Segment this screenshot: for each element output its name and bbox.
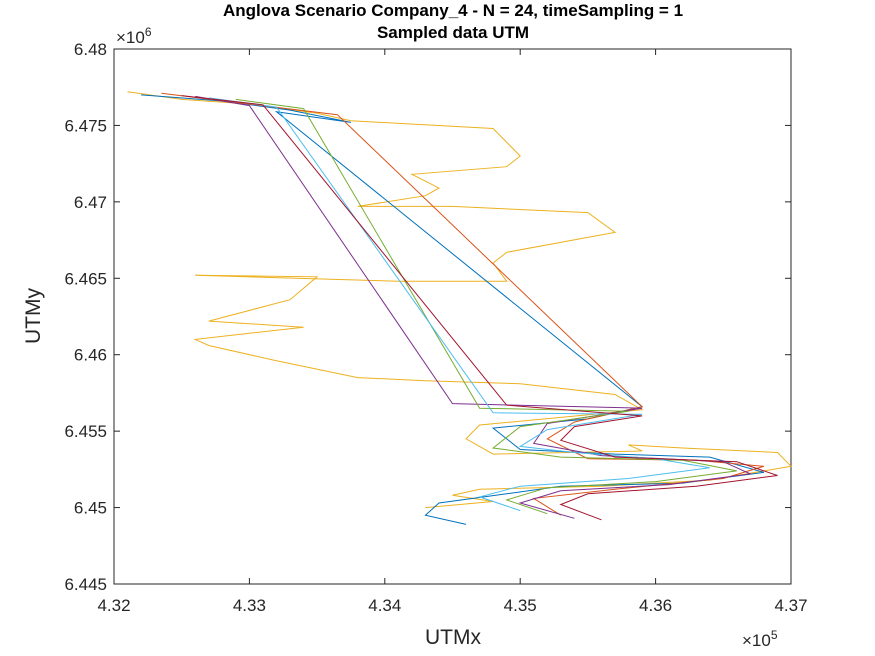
series-line-5 (208, 97, 710, 512)
y-tick-label: 6.465 (64, 269, 107, 288)
chart-subtitle: Sampled data UTM (377, 23, 529, 42)
chart-title: Anglova Scenario Company_4 - N = 24, tim… (223, 1, 683, 20)
x-ticks: 4.32 4.33 4.34 4.35 4.36 4.37 (97, 49, 808, 615)
plot-frame (113, 48, 792, 585)
y-multiplier: ×106 (116, 25, 152, 47)
x-axis-label: UTMx (425, 626, 481, 649)
x-tick-label: 4.37 (774, 596, 807, 615)
y-tick-label: 6.475 (64, 116, 107, 135)
y-tick-label: 6.45 (74, 499, 107, 518)
y-tick-label: 6.46 (74, 346, 107, 365)
x-tick-label: 4.34 (368, 596, 401, 615)
y-tick-label: 6.455 (64, 422, 107, 441)
y-tick-label: 6.47 (74, 193, 107, 212)
y-ticks: 6.445 6.45 6.455 6.46 6.465 6.47 6.475 6.48 (64, 40, 791, 594)
series-line-4 (235, 98, 737, 515)
y-tick-label: 6.445 (64, 575, 107, 594)
x-tick-label: 4.32 (97, 596, 130, 615)
y-tick-label: 6.48 (74, 40, 107, 59)
y-axis-label: UTMy (22, 288, 45, 344)
series-layer (127, 91, 793, 525)
series-line-0 (127, 91, 793, 509)
series-line-2 (161, 92, 765, 516)
x-multiplier: ×105 (742, 628, 778, 650)
series-line-6 (181, 95, 778, 521)
series-line-3 (195, 95, 753, 519)
x-tick-label: 4.33 (233, 596, 266, 615)
x-tick-label: 4.35 (504, 596, 537, 615)
plot-area: 4.32 4.33 4.34 4.35 4.36 4.37 6.4456.456.4556… (64, 40, 807, 615)
x-tick-label: 4.36 (639, 596, 672, 615)
